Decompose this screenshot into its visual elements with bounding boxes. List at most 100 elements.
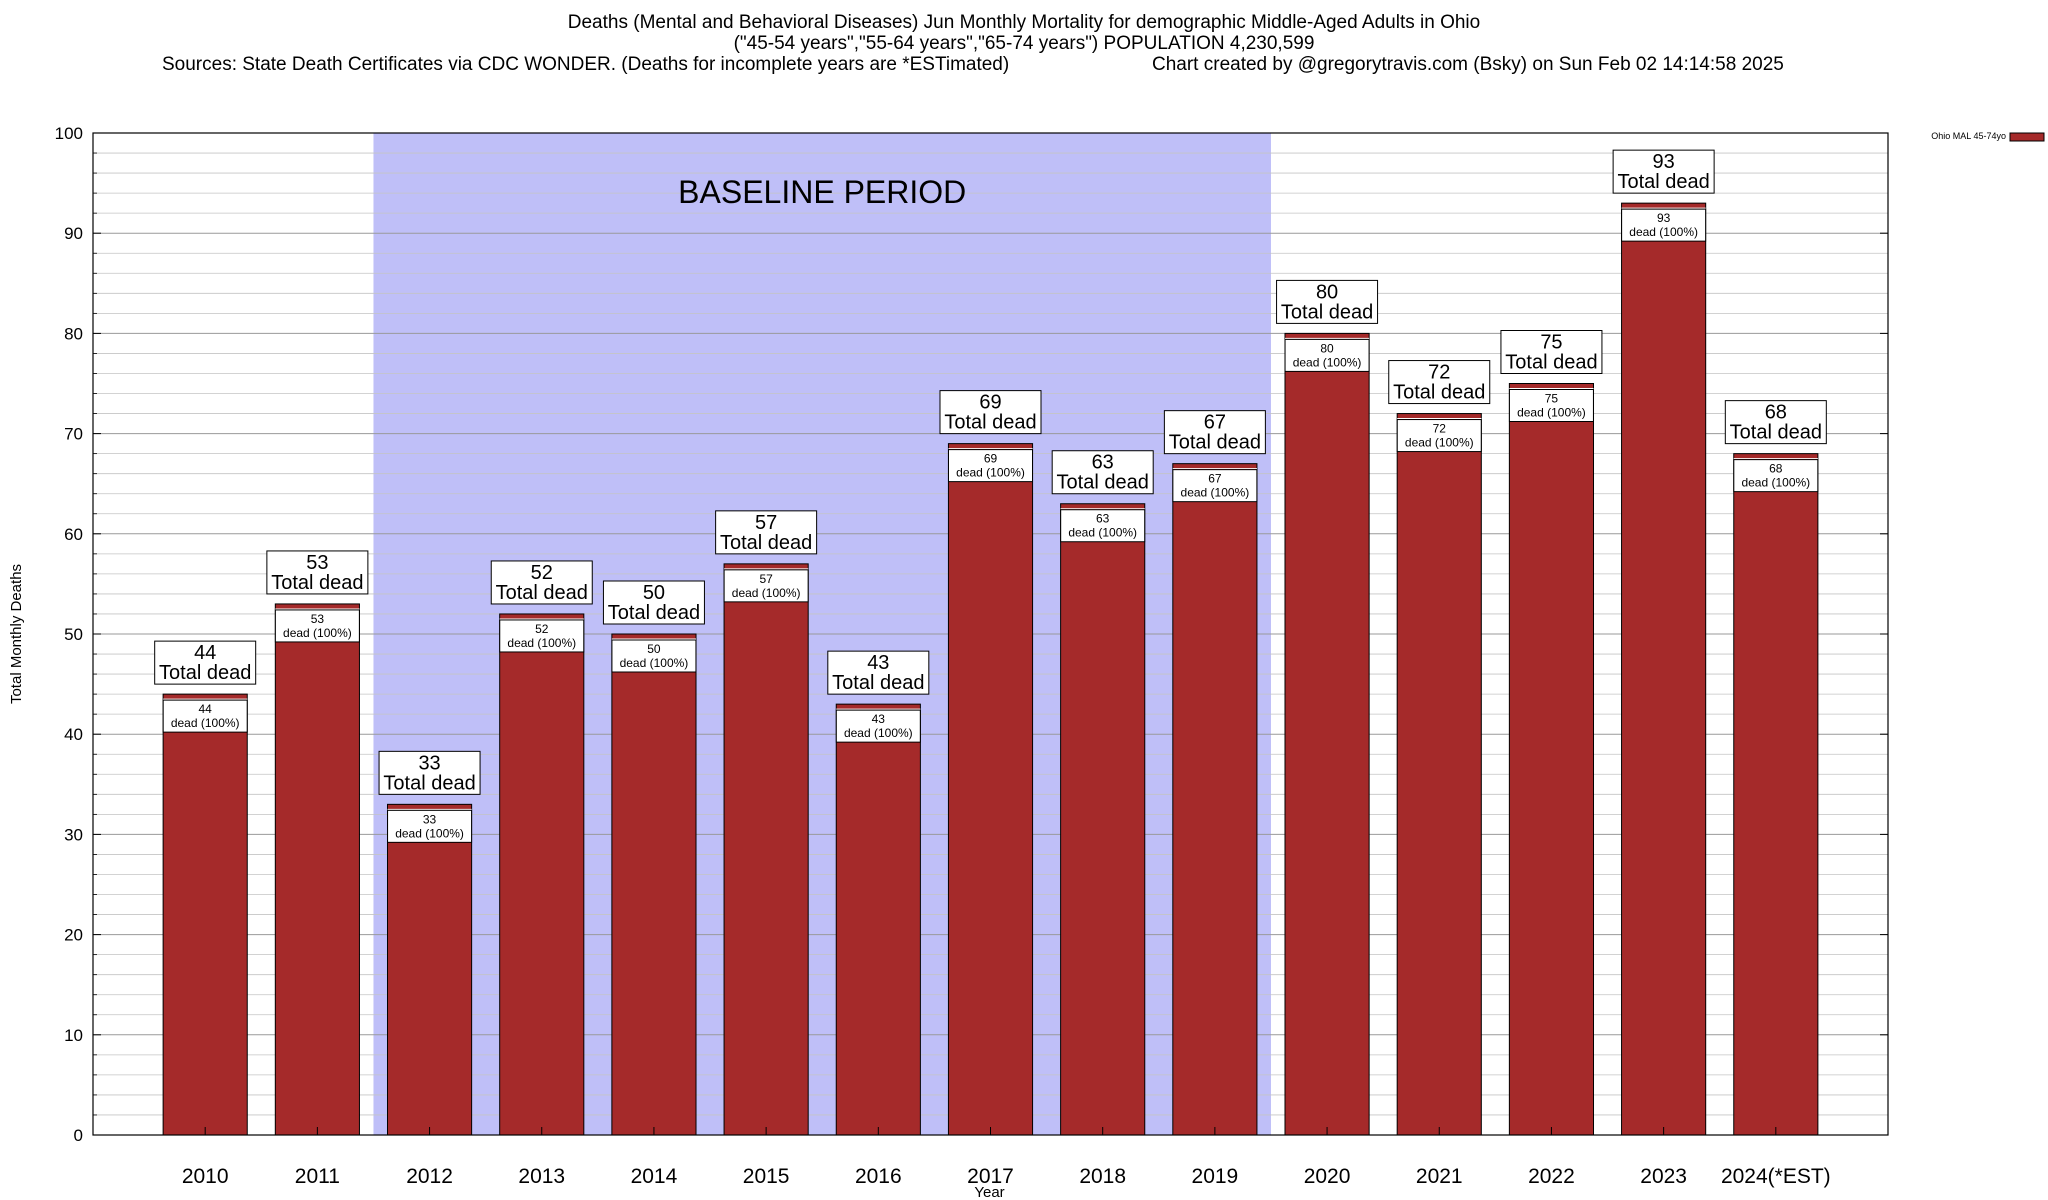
inner-label-box (835, 709, 921, 743)
inner-label-percent: dead (100%) (732, 586, 801, 600)
x-tick-label: 2019 (1192, 1165, 1239, 1188)
outer-label-value: 68 (1765, 402, 1787, 424)
outer-label-box (266, 550, 369, 595)
outer-label-value: 67 (1204, 412, 1226, 434)
y-tick-label: 60 (64, 525, 83, 544)
x-tick-label: 2021 (1416, 1165, 1463, 1188)
outer-label-total: Total dead (1617, 171, 1709, 193)
x-axis-label: Year (974, 1184, 1004, 1200)
bar (1060, 503, 1146, 1136)
inner-label-percent: dead (100%) (1517, 406, 1586, 420)
inner-label-box (499, 619, 585, 653)
inner-label-value: 93 (1657, 211, 1671, 225)
legend-swatch (2009, 132, 2045, 142)
outer-label-value: 69 (979, 392, 1001, 414)
outer-label-box (154, 640, 257, 685)
inner-label-percent: dead (100%) (1068, 526, 1137, 540)
x-axis: 2010 2011 2012 2013 2014 2015 2016 2017 2018 2019… (182, 1127, 1831, 1188)
y-tick-label: 0 (74, 1126, 83, 1145)
inner-label-percent: dead (100%) (1405, 436, 1474, 450)
inner-label-box (274, 609, 360, 643)
outer-label-box (939, 390, 1042, 435)
inner-label-value: 80 (1320, 341, 1334, 355)
outer-label-value: 52 (531, 562, 553, 584)
bar (386, 803, 473, 1136)
outer-label-value: 44 (194, 642, 216, 664)
inner-label-percent: dead (100%) (283, 626, 352, 640)
outer-label-total: Total dead (1505, 352, 1597, 374)
inner-label-box (1396, 419, 1482, 453)
outer-label-total: Total dead (383, 772, 475, 794)
outer-label-total: Total dead (159, 662, 251, 684)
y-tick-label: 80 (64, 324, 83, 343)
inner-label-box (387, 809, 473, 843)
outer-label-total: Total dead (832, 672, 924, 694)
bar (274, 603, 360, 1136)
x-tick-label: 2023 (1640, 1165, 1687, 1188)
inner-label-value: 50 (647, 642, 661, 656)
inner-label-percent: dead (100%) (1629, 225, 1698, 239)
inner-label-value: 69 (984, 452, 998, 466)
outer-label-total: Total dead (1393, 382, 1485, 404)
outer-label-box (1276, 279, 1379, 324)
outer-label-total: Total dead (1057, 472, 1149, 494)
bar (611, 633, 697, 1136)
chart-title-line-1: Deaths (Mental and Behavioral Diseases) … (567, 12, 1481, 33)
inner-label-box (948, 449, 1033, 483)
chart-title-line-2: ("45-54 years","55-64 years","65-74 year… (733, 33, 1315, 54)
x-tick-label: 2010 (182, 1165, 229, 1188)
outer-label-value: 50 (643, 582, 665, 604)
y-axis: 0 10 20 30 40 50 60 70 80 90 100 (55, 124, 1888, 1145)
y-tick-label: 30 (64, 825, 83, 844)
inner-label-percent: dead (100%) (620, 656, 689, 670)
chart-credit-line: Chart created by @gregorytravis.com (Bsk… (1152, 54, 1784, 75)
x-tick-label: 2015 (743, 1165, 790, 1188)
outer-label-total: Total dead (1169, 432, 1261, 454)
outer-label-total: Total dead (944, 412, 1036, 434)
outer-label-box (1612, 149, 1715, 194)
bar (1733, 453, 1819, 1136)
outer-label-box (378, 750, 481, 795)
inner-label-value: 57 (759, 572, 773, 586)
outer-label-box (1388, 360, 1491, 405)
outer-label-value: 93 (1653, 151, 1675, 173)
y-tick-label: 70 (64, 425, 83, 444)
y-tick-label: 100 (55, 124, 83, 143)
inner-label-percent: dead (100%) (171, 716, 240, 730)
y-tick-label: 40 (64, 725, 83, 744)
x-tick-label: 2013 (518, 1165, 565, 1188)
y-tick-label: 90 (64, 224, 83, 243)
outer-label-box (602, 580, 705, 625)
bar (1621, 202, 1707, 1136)
outer-label-value: 53 (306, 552, 328, 574)
inner-label-percent: dead (100%) (1181, 486, 1250, 500)
inner-label-value: 43 (872, 712, 886, 726)
outer-label-value: 75 (1540, 332, 1562, 354)
inner-label-box (1508, 389, 1594, 422)
outer-label-box (827, 650, 930, 695)
inner-label-value: 63 (1096, 512, 1110, 526)
bar (835, 703, 921, 1136)
outer-label-box (1051, 450, 1154, 495)
x-tick-label: 2012 (406, 1165, 453, 1188)
outer-label-box (1163, 410, 1266, 455)
bar (1284, 332, 1370, 1136)
outer-label-value: 72 (1428, 362, 1450, 384)
bar (499, 613, 585, 1136)
x-tick-label: 2020 (1304, 1165, 1351, 1188)
outer-label-value: 57 (755, 512, 777, 534)
x-tick-label: 2018 (1079, 1165, 1126, 1188)
x-tick-label: 2016 (855, 1165, 902, 1188)
inner-label-box (723, 569, 809, 603)
inner-label-value: 44 (199, 702, 213, 716)
outer-label-box (1724, 400, 1827, 445)
inner-label-percent: dead (100%) (844, 726, 913, 740)
inner-label-box (1172, 469, 1258, 503)
inner-label-percent: dead (100%) (395, 826, 464, 840)
y-tick-label: 10 (64, 1026, 83, 1045)
inner-label-value: 68 (1769, 462, 1783, 476)
inner-label-value: 67 (1208, 472, 1222, 486)
bar (1508, 383, 1595, 1136)
